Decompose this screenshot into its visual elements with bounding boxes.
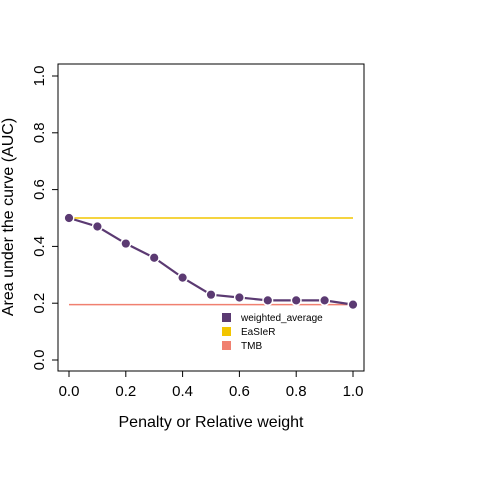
- legend-swatch-tmb: [222, 341, 231, 350]
- data-point-weighted-average: [120, 238, 132, 250]
- data-point-weighted-average: [63, 212, 75, 224]
- x-tick-label: 0.0: [59, 383, 80, 400]
- y-tick-label: 1.0: [31, 66, 48, 87]
- x-tick-label: 0.8: [286, 383, 307, 400]
- data-point-weighted-average: [233, 292, 245, 304]
- legend-swatch-weighted-average: [222, 313, 231, 322]
- y-tick-label: 0.8: [31, 122, 48, 143]
- y-axis-title: Area under the curve (AUC): [0, 118, 17, 316]
- legend-swatch-easier: [222, 327, 231, 336]
- legend: weighted_average EaSIeR TMB: [222, 313, 323, 352]
- data-point-weighted-average: [290, 294, 302, 306]
- x-tick-label: 0.6: [229, 383, 250, 400]
- y-tick-label: 0.2: [31, 293, 48, 314]
- data-point-weighted-average: [319, 294, 331, 306]
- data-point-weighted-average: [347, 299, 359, 311]
- y-axis: 0.0 0.2 0.4 0.6 0.8 1.0: [31, 66, 59, 371]
- x-tick-label: 0.2: [115, 383, 136, 400]
- x-axis: 0.0 0.2 0.4 0.6 0.8 1.0: [59, 370, 364, 400]
- data-point-weighted-average: [262, 294, 274, 306]
- x-axis-title: Penalty or Relative weight: [119, 414, 305, 431]
- legend-label-easier: EaSIeR: [241, 327, 275, 338]
- y-tick-label: 0.4: [31, 236, 48, 257]
- legend-label-weighted-average: weighted_average: [240, 313, 323, 324]
- data-point-weighted-average: [148, 252, 160, 264]
- data-point-weighted-average: [91, 221, 103, 233]
- data-point-weighted-average: [177, 272, 189, 284]
- y-tick-label: 0.0: [31, 350, 48, 371]
- series-layer: [63, 212, 359, 311]
- legend-label-tmb: TMB: [241, 341, 262, 352]
- x-tick-label: 0.4: [172, 383, 193, 400]
- data-point-weighted-average: [205, 289, 217, 301]
- y-tick-label: 0.6: [31, 179, 48, 200]
- x-tick-label: 1.0: [343, 383, 364, 400]
